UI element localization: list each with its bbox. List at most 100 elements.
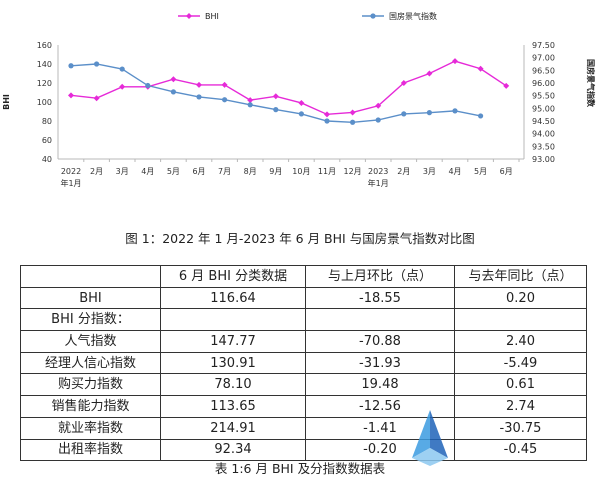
row-mom: -1.41: [305, 416, 455, 440]
data-point-national-index: [401, 111, 407, 117]
y-right-tick-label: 95.00: [532, 104, 555, 113]
row-name: 销售能力指数: [20, 395, 161, 418]
x-tick-label: 4月: [448, 167, 461, 176]
bhi-data-table: 6 月 BHI 分类数据 与上月环比（点） 与去年同比（点） BHI 116.6…: [20, 265, 587, 462]
row-mom: 19.48: [305, 373, 455, 397]
row-mom: -70.88: [305, 330, 455, 353]
row-current: 147.77: [160, 330, 306, 353]
y-right-tick-label: 94.00: [532, 130, 555, 139]
data-point-national-index: [170, 89, 176, 95]
row-current: 92.34: [160, 438, 306, 462]
data-point-national-index: [94, 61, 100, 67]
y-right-tick-label: 96.00: [532, 79, 555, 88]
data-point-bhi: [503, 82, 510, 89]
header-cell-current: 6 月 BHI 分类数据: [160, 265, 306, 288]
y-left-tick-label: 140: [37, 60, 52, 69]
y-right-tick-label: 94.50: [532, 117, 555, 126]
data-point-national-index: [247, 102, 253, 108]
x-tick-label: 6月: [192, 167, 205, 176]
table-row: 经理人信心指数 130.91 -31.93 -5.49: [20, 351, 587, 375]
table-row: 人气指数 147.77 -70.88 2.40: [20, 330, 587, 353]
data-point-national-index: [68, 63, 74, 69]
y-left-tick-label: 80: [42, 117, 52, 126]
header-cell-empty: [20, 265, 161, 288]
x-tick-label: 3月: [423, 167, 436, 176]
y-right-tick-label: 93.50: [532, 142, 555, 151]
header-cell-mom: 与上月环比（点）: [305, 265, 455, 288]
data-point-national-index: [196, 94, 202, 100]
row-yoy: 2.74: [454, 395, 587, 418]
chart-svg: 40 60 80 100 120 140 160 93.00 93.50 94.00 94.50 95…: [2, 11, 596, 188]
x-tick-label: 10月: [292, 167, 310, 176]
subindex-title: BHI 分指数：: [20, 308, 161, 332]
table-row: 购买力指数 78.10 19.48 0.61: [20, 373, 587, 397]
y-right-tick-label: 97.50: [532, 41, 555, 50]
row-current: 116.64: [160, 286, 306, 310]
data-point-national-index: [350, 119, 356, 125]
data-point-national-index: [119, 66, 125, 72]
data-point-bhi: [119, 83, 126, 90]
y-left-tick-label: 100: [37, 98, 52, 107]
row-current: 130.91: [160, 351, 306, 375]
data-point-national-index: [145, 82, 151, 89]
data-point-bhi: [400, 80, 407, 86]
y-left-tick-label: 160: [37, 41, 52, 50]
logo-watermark-icon: [412, 410, 448, 466]
x-tick-label: 12月: [344, 167, 362, 176]
x-tick-label: 5月: [474, 167, 487, 176]
row-yoy: -30.75: [454, 416, 587, 440]
row-name: 就业率指数: [20, 416, 161, 440]
data-point-national-index: [375, 117, 381, 123]
empty-cell: [305, 308, 455, 332]
table-caption: 表 1:6 月 BHI 及分指数数据表: [214, 461, 386, 476]
legend-label-bhi: BHI: [205, 12, 219, 21]
x-tick-label-line2: 年1月: [368, 178, 389, 188]
data-point-bhi: [247, 97, 254, 104]
legend-label-national-index: 国房景气指数: [389, 11, 437, 21]
data-point-bhi: [196, 81, 202, 88]
data-point-bhi: [375, 102, 382, 109]
y-left-axis-title: BHI: [2, 94, 11, 110]
x-tick-label: 5月: [167, 167, 180, 176]
data-point-national-index: [324, 118, 330, 124]
row-name: 经理人信心指数: [20, 351, 161, 375]
data-point-bhi: [68, 92, 74, 99]
y-right-tick-label: 95.50: [532, 92, 555, 101]
data-point-bhi: [221, 81, 228, 88]
table-row: 销售能力指数 113.65 -12.56 2.74: [20, 395, 587, 418]
table-header-row: 6 月 BHI 分类数据 与上月环比（点） 与去年同比（点）: [20, 265, 587, 288]
y-right-axis-title: 国房景气指数: [586, 59, 596, 108]
row-mom: -12.56: [305, 395, 455, 418]
row-current: 113.65: [160, 395, 306, 418]
table-row-bhi: BHI 116.64 -18.55 0.20: [20, 286, 587, 310]
data-point-bhi: [324, 111, 330, 118]
data-point-bhi: [170, 76, 177, 83]
y-right-tick-label: 96.50: [532, 66, 555, 75]
data-point-bhi: [93, 95, 100, 102]
row-mom: -31.93: [305, 351, 455, 375]
data-point-national-index: [452, 108, 458, 114]
data-point-bhi: [272, 93, 279, 100]
data-point-bhi: [349, 109, 356, 116]
row-name: BHI: [20, 286, 161, 310]
data-point-national-index: [222, 97, 228, 103]
row-name: 出租率指数: [20, 438, 161, 462]
legend-marker-icon: [186, 13, 192, 19]
y-left-tick-label: 40: [42, 155, 52, 164]
row-yoy: 0.61: [454, 373, 587, 397]
row-name: 人气指数: [20, 330, 161, 353]
table-row-subindex-title: BHI 分指数：: [20, 308, 587, 332]
figure-caption: 图 1：2022 年 1 月-2023 年 6 月 BHI 与国房景气指数对比图: [125, 231, 475, 246]
x-tick-label: 11月: [318, 167, 336, 176]
y-left-tick-label: 60: [42, 136, 52, 145]
data-point-bhi: [477, 65, 484, 72]
row-name: 购买力指数: [20, 373, 161, 397]
x-tick-label: 8月: [244, 167, 257, 176]
x-tick-label: 9月: [269, 167, 282, 176]
data-point-national-index: [478, 113, 484, 119]
row-yoy: 2.40: [454, 330, 587, 353]
x-tick-label: 3月: [116, 167, 129, 176]
x-tick-label: 2023: [368, 167, 388, 176]
bhi-vs-national-housing-index-chart: 40 60 80 100 120 140 160 93.00 93.50 94.00 94.50 95…: [0, 0, 600, 206]
data-point-bhi: [426, 70, 433, 77]
